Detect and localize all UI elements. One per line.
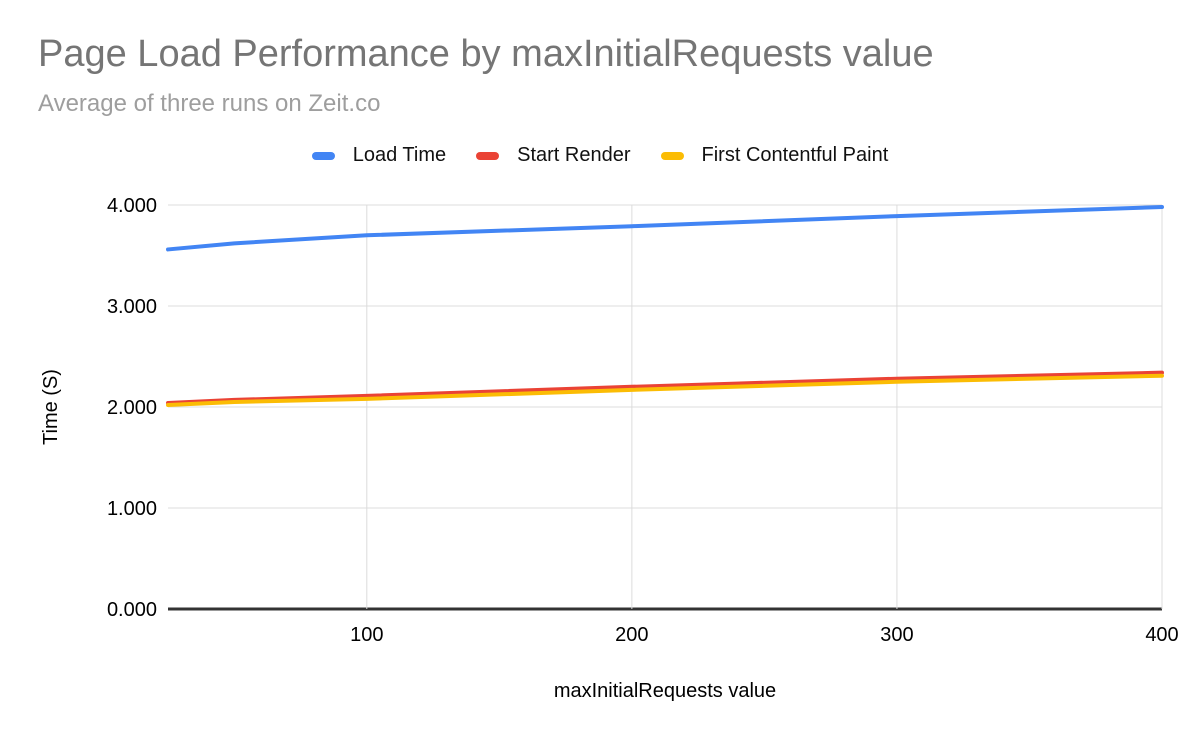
y-tick-label-1.000: 1.000 [107,498,157,520]
series-line-first-contentful-paint[interactable] [166,373,1164,407]
tick-labels: 0.000 1.000 2.000 3.000 4.000 100 200 300 400 [107,195,1179,646]
legend-swatch-first-contentful-paint [660,151,684,160]
legend-label-first-contentful-paint: First Contentful Paint [701,144,889,166]
series-lines [166,205,1164,407]
legend-label-load-time: Load Time [352,144,447,166]
y-tick-label-4.000: 4.000 [107,195,157,217]
series-line-start-render[interactable] [166,370,1164,405]
y-tick-label-0.000: 0.000 [107,599,157,621]
x-tick-label-100: 100 [350,624,383,646]
x-tick-label-200: 200 [615,624,648,646]
chart-title: Page Load Performance by maxInitialReque… [38,33,934,75]
legend-item-first-contentful-paint[interactable]: First Contentful Paint [660,144,889,167]
legend-item-load-time[interactable]: Load Time [311,144,447,167]
y-tick-label-3.000: 3.000 [107,296,157,318]
legend-item-start-render[interactable]: Start Render [476,144,631,167]
x-axis-title: maxInitialRequests value [554,680,776,702]
x-tick-label-400: 400 [1145,624,1178,646]
gridlines [168,204,1163,611]
legend-label-start-render: Start Render [517,144,631,166]
legend-swatch-start-render [476,151,500,160]
y-tick-label-2.000: 2.000 [107,397,157,419]
chart-legend: Load Time Start Render First Contentful … [0,144,1200,167]
chart-subtitle: Average of three runs on Zeit.co [38,90,381,117]
y-axis-title: Time (S) [40,369,62,445]
series-line-load-time[interactable] [166,205,1164,252]
legend-swatch-load-time [311,151,335,160]
x-tick-label-300: 300 [880,624,913,646]
